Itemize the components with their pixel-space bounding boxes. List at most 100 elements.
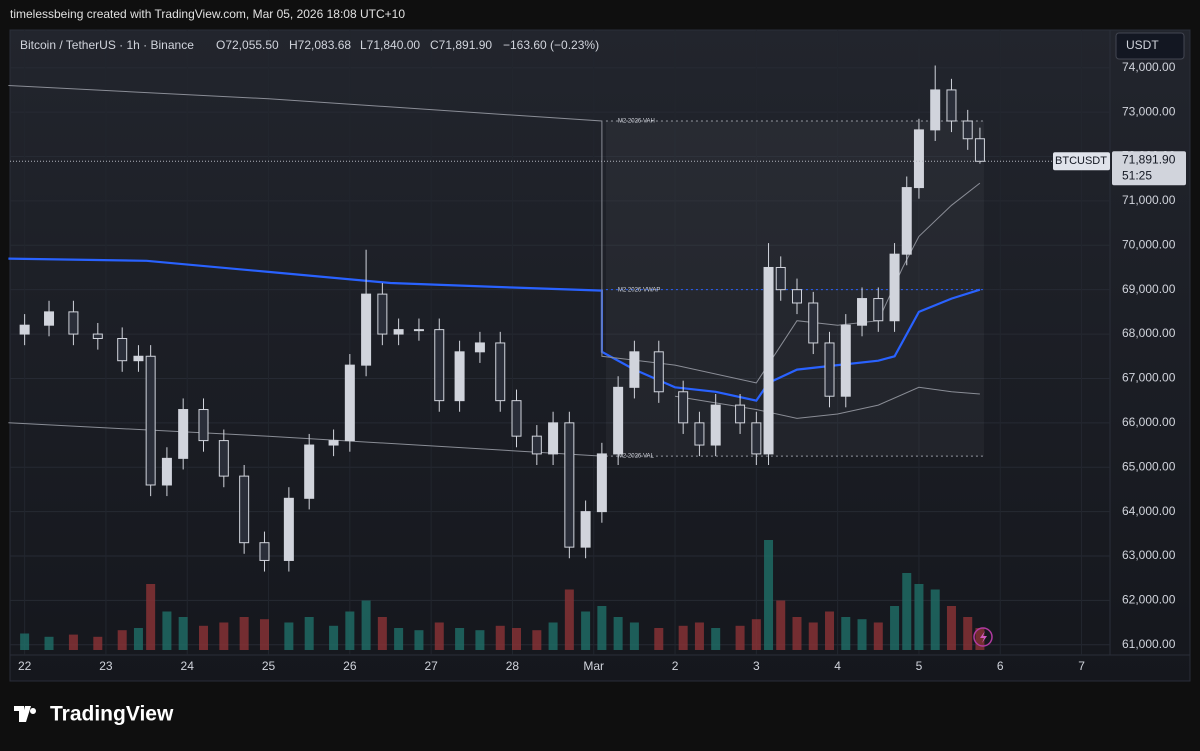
level-label: M2 2026 VWAP (618, 287, 660, 293)
volume-bar (434, 622, 444, 650)
volume-bar (751, 619, 761, 650)
candle-body (930, 89, 941, 131)
x-tick-label: 24 (181, 659, 195, 673)
volume-bar (394, 628, 404, 650)
volume-bar (776, 600, 786, 650)
x-tick-label: 27 (424, 659, 438, 673)
y-tick-label: 62,000.00 (1122, 593, 1176, 607)
candle-body (580, 511, 591, 548)
candle-body (735, 404, 746, 424)
candle-body (68, 311, 79, 335)
level-label: M2 2026 VAH (618, 119, 655, 125)
volume-bar (825, 611, 835, 650)
candle-body (629, 351, 640, 388)
volume-bar (792, 617, 802, 650)
x-tick-label: 7 (1078, 659, 1085, 673)
candle-body (198, 409, 209, 442)
value-area (605, 120, 984, 457)
candle-body (239, 475, 250, 544)
candle-body (117, 338, 128, 362)
candle-body (840, 324, 851, 397)
y-tick-label: 69,000.00 (1122, 282, 1176, 296)
x-tick-label: 25 (262, 659, 276, 673)
volume-bar (914, 584, 924, 650)
y-tick-label: 63,000.00 (1122, 548, 1176, 562)
candle-body (763, 266, 774, 455)
attribution: timelessbeing created with TradingView.c… (10, 7, 405, 21)
candle-body (328, 440, 339, 446)
x-tick-label: Mar (583, 659, 604, 673)
volume-bar (117, 630, 127, 650)
candle-body (808, 302, 819, 344)
candle-body (495, 342, 506, 402)
volume-bar (581, 611, 591, 650)
candle-body (361, 293, 372, 366)
candle-body (751, 422, 762, 455)
logo: TradingView (14, 703, 174, 726)
symbol: Bitcoin / TetherUS · 1h · Binance (20, 38, 194, 52)
alert-icon[interactable] (973, 627, 993, 647)
volume-bar (455, 628, 465, 650)
change: −163.60 (−0.23%) (503, 38, 599, 52)
y-tick-label: 74,000.00 (1122, 60, 1176, 74)
volume-bar (711, 628, 721, 650)
volume-bar (808, 622, 818, 650)
x-tick-label: 22 (18, 659, 32, 673)
candle-body (889, 253, 900, 322)
price-tag-symbol: BTCUSDT (1055, 155, 1107, 167)
x-tick-label: 26 (343, 659, 357, 673)
candle-body (145, 355, 156, 486)
volume-bar (162, 611, 172, 650)
candle-body (946, 89, 957, 122)
volume-bar (873, 622, 883, 650)
volume-bar (613, 617, 623, 650)
volume-bar (678, 625, 688, 650)
candle-body (710, 404, 721, 446)
candle-body (178, 409, 189, 459)
y-tick-label: 64,000.00 (1122, 504, 1176, 518)
candle-body (19, 324, 30, 335)
candle-body (901, 187, 912, 255)
candle-body (283, 497, 294, 561)
indicator-line (8, 257, 981, 402)
x-tick-label: 23 (99, 659, 113, 673)
candle-body (974, 138, 985, 162)
x-tick-label: 28 (506, 659, 520, 673)
x-tick-label: 2 (672, 659, 679, 673)
volume-bar (44, 636, 54, 650)
volume-bar (946, 606, 956, 650)
volume-bar (361, 600, 371, 650)
currency-button[interactable] (1115, 32, 1185, 60)
volume-bar (564, 589, 574, 650)
y-tick-label: 66,000.00 (1122, 415, 1176, 429)
chart-panel (9, 29, 1191, 682)
logo-mark (14, 706, 37, 722)
volume-bar (414, 630, 424, 650)
volume-bar (495, 625, 505, 650)
symbol-legend: Bitcoin / TetherUS · 1h · Binance O72,05… (20, 38, 599, 52)
candle-body (775, 266, 786, 291)
candle-body (344, 364, 355, 442)
volume-bar (259, 619, 269, 650)
candle-body (161, 457, 172, 486)
candle-body (259, 542, 270, 561)
volume-bar (146, 584, 156, 650)
y-tick-label: 65,000.00 (1122, 459, 1176, 473)
candle-body (824, 342, 835, 397)
volume-bar (304, 617, 314, 650)
indicator-line (8, 85, 981, 384)
x-tick-label: 6 (997, 659, 1004, 673)
volume-bar (975, 628, 985, 650)
volume-bar (198, 625, 208, 650)
volume-bar (284, 622, 294, 650)
candle-body (377, 293, 388, 335)
volume-bar (548, 622, 558, 650)
volume-bar (532, 630, 542, 650)
volume-bar (20, 633, 30, 650)
volume-bar (219, 622, 229, 650)
volume-bar (735, 625, 745, 650)
volume-bar (694, 622, 704, 650)
candle-body (962, 120, 973, 140)
candle-body (694, 422, 705, 446)
x-tick-label: 3 (753, 659, 760, 673)
